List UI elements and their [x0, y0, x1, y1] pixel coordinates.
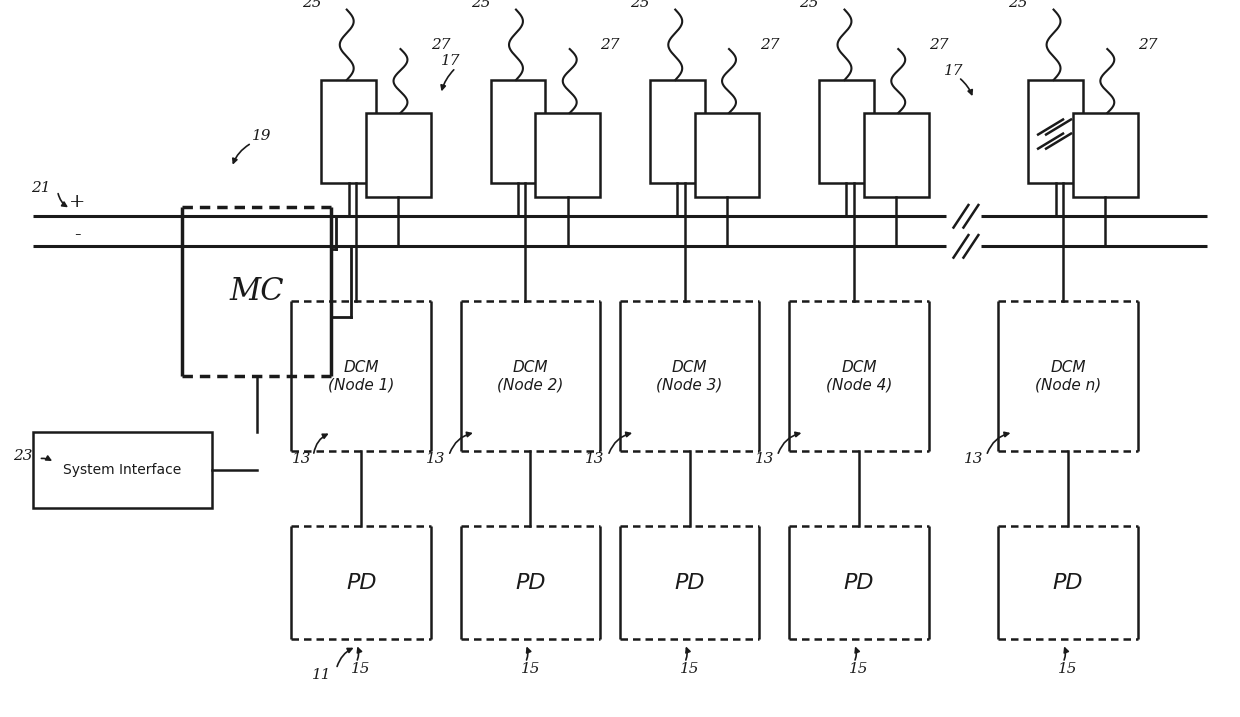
Text: MC: MC	[229, 276, 284, 307]
Text: 15: 15	[521, 662, 541, 676]
Text: -: -	[74, 226, 81, 244]
Text: 25: 25	[1008, 0, 1028, 10]
Text: 19: 19	[252, 129, 272, 143]
Text: 23: 23	[12, 449, 32, 463]
Text: 27: 27	[1138, 38, 1157, 52]
Text: 13: 13	[585, 452, 605, 465]
FancyArrowPatch shape	[609, 432, 630, 453]
FancyArrowPatch shape	[441, 70, 454, 90]
Text: 13: 13	[963, 452, 983, 465]
FancyArrowPatch shape	[233, 144, 249, 163]
Text: 15: 15	[680, 662, 699, 676]
Text: DCM
(Node 3): DCM (Node 3)	[656, 360, 723, 392]
Bar	[650, 80, 704, 184]
Text: PD: PD	[515, 573, 546, 593]
Text: 25: 25	[800, 0, 818, 10]
Bar	[321, 80, 376, 184]
Text: System Interface: System Interface	[63, 463, 181, 477]
FancyArrowPatch shape	[779, 432, 800, 453]
FancyArrowPatch shape	[1064, 648, 1069, 660]
Text: PD: PD	[843, 573, 874, 593]
Text: 13: 13	[291, 452, 311, 465]
FancyArrowPatch shape	[41, 456, 51, 460]
Bar	[694, 113, 759, 197]
Text: 21: 21	[31, 181, 51, 195]
FancyArrowPatch shape	[58, 194, 67, 206]
FancyArrowPatch shape	[314, 435, 327, 453]
Text: 25: 25	[301, 0, 321, 10]
Text: 15: 15	[849, 662, 869, 676]
Bar	[820, 80, 874, 184]
FancyArrowPatch shape	[961, 79, 972, 95]
Text: DCM
(Node 2): DCM (Node 2)	[497, 360, 564, 392]
Bar	[491, 80, 546, 184]
Bar	[536, 113, 600, 197]
FancyArrowPatch shape	[357, 648, 362, 660]
FancyArrowPatch shape	[856, 648, 859, 660]
Text: +: +	[69, 193, 86, 212]
Text: 25: 25	[471, 0, 490, 10]
Text: 27: 27	[760, 38, 779, 52]
FancyArrowPatch shape	[527, 648, 531, 660]
Text: 27: 27	[600, 38, 620, 52]
FancyArrowPatch shape	[686, 648, 689, 660]
FancyArrowPatch shape	[450, 432, 471, 453]
Text: PD: PD	[346, 573, 377, 593]
Bar	[1028, 80, 1083, 184]
Bar	[864, 113, 929, 197]
Text: 27: 27	[432, 38, 450, 52]
FancyArrowPatch shape	[987, 432, 1008, 453]
Text: 15: 15	[351, 662, 371, 676]
Text: PD: PD	[1053, 573, 1084, 593]
Bar	[32, 432, 212, 508]
Text: 13: 13	[755, 452, 774, 465]
Text: 17: 17	[944, 64, 963, 77]
Text: 27: 27	[929, 38, 949, 52]
Text: DCM
(Node 1): DCM (Node 1)	[327, 360, 394, 392]
Text: 15: 15	[1058, 662, 1078, 676]
FancyArrowPatch shape	[337, 648, 352, 667]
Text: DCM
(Node n): DCM (Node n)	[1035, 360, 1101, 392]
Text: 25: 25	[630, 0, 650, 10]
Text: 11: 11	[311, 668, 331, 682]
Text: 13: 13	[427, 452, 445, 465]
Bar	[366, 113, 430, 197]
Text: 17: 17	[441, 54, 460, 68]
Bar	[1073, 113, 1137, 197]
Text: DCM
(Node 4): DCM (Node 4)	[826, 360, 892, 392]
Text: PD: PD	[675, 573, 704, 593]
